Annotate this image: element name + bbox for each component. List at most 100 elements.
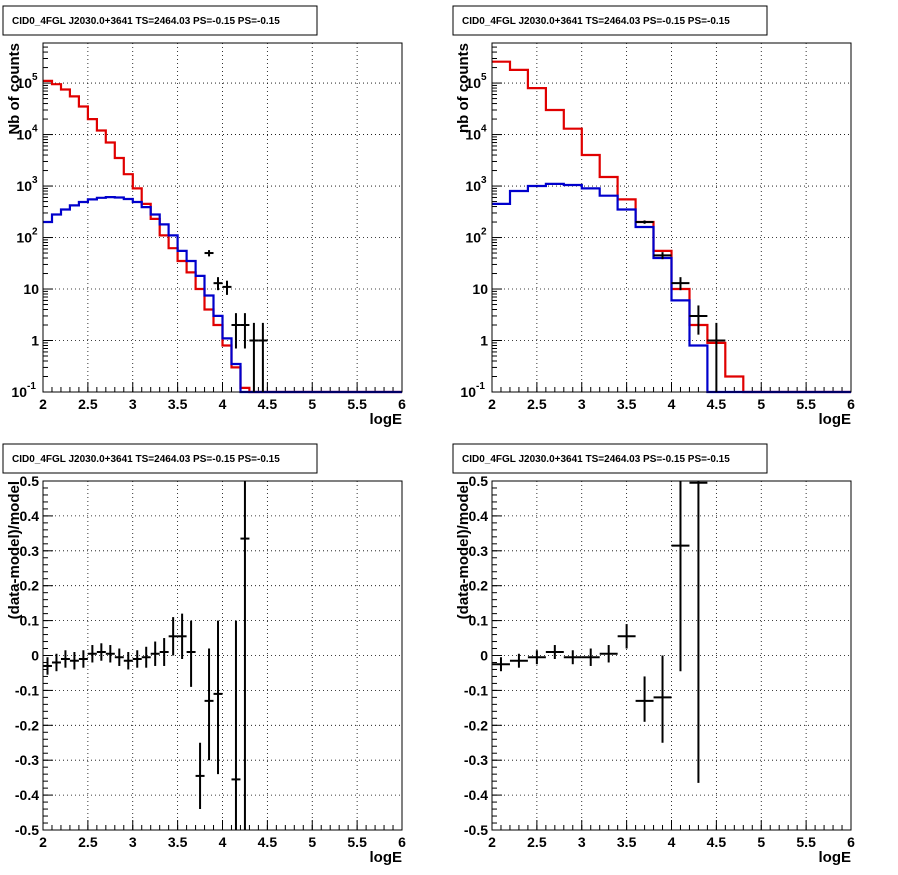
y-axis-label: nb of counts [455, 43, 472, 133]
x-axis-label: logE [819, 411, 852, 428]
x-tick-label: 2 [488, 396, 496, 412]
y-tick-label: 10 [23, 281, 39, 297]
y-tick-label: 0.1 [20, 613, 40, 629]
data-point [114, 648, 124, 666]
y-tick-exponent: 5 [481, 72, 487, 83]
plot-area [492, 481, 851, 830]
y-tick-label: 10 [465, 230, 481, 246]
data-point [195, 742, 205, 810]
data-point [527, 650, 546, 665]
data-point [132, 650, 142, 668]
data-point [213, 277, 223, 291]
data-point [545, 645, 564, 659]
data-point [123, 652, 133, 670]
y-tick-label: 10 [11, 384, 27, 400]
x-tick-label: 5 [308, 834, 316, 850]
x-tick-label: 4.5 [707, 396, 727, 412]
data-point [617, 624, 636, 649]
data-point [231, 620, 241, 830]
x-tick-label: 3 [129, 834, 137, 850]
y-tick-label: 0.5 [469, 473, 489, 489]
y-tick-label: 10 [465, 75, 481, 91]
y-tick-label: 1 [480, 333, 488, 349]
x-axis-label: logE [819, 849, 852, 866]
x-tick-label: 3.5 [617, 834, 637, 850]
data-point [240, 313, 250, 349]
x-tick-label: 4.5 [707, 834, 727, 850]
y-tick-label: 0.3 [20, 543, 40, 559]
data-point [258, 322, 268, 392]
x-tick-label: 3 [578, 834, 586, 850]
data-point [150, 641, 160, 666]
y-tick-label: 10 [465, 178, 481, 194]
pad-residuals-left: CID0_4FGL J2030.0+3641 TS=2464.03 PS=-0.… [2, 443, 406, 866]
data-point [599, 645, 618, 663]
title-box [452, 443, 768, 474]
plot-frame [42, 42, 403, 393]
y-tick-label: 0.4 [469, 508, 489, 524]
y-tick-label: 10 [465, 127, 481, 143]
data-point [186, 620, 196, 687]
x-tick-label: 3.5 [168, 396, 188, 412]
data-point [159, 638, 169, 666]
x-tick-label: 2.5 [78, 396, 98, 412]
data-point [222, 280, 232, 295]
y-tick-label: -0.2 [464, 717, 488, 733]
x-tick-label: 5 [308, 396, 316, 412]
data-point [249, 322, 259, 392]
x-tick-label: 4.5 [258, 396, 278, 412]
x-tick-label: 3 [129, 396, 137, 412]
y-tick-label: 0.1 [469, 613, 489, 629]
data-point [671, 481, 690, 672]
y-axis-label: (data-model)/model [455, 481, 472, 619]
pad-counts-left: CID0_4FGL J2030.0+3641 TS=2464.03 PS=-0.… [2, 5, 406, 428]
y-tick-label: -0.1 [15, 682, 39, 698]
data-point [141, 646, 151, 668]
y-tick-label: -0.4 [15, 787, 39, 803]
y-tick-label: 10 [16, 75, 32, 91]
x-tick-label: 6 [398, 834, 406, 850]
x-tick-label: 5.5 [796, 834, 816, 850]
data-point [671, 277, 690, 291]
pad-residuals-right: CID0_4FGL J2030.0+3641 TS=2464.03 PS=-0.… [452, 443, 855, 866]
data-point [213, 620, 223, 775]
x-tick-label: 3.5 [168, 834, 188, 850]
data-point [492, 657, 510, 672]
data-point [509, 653, 528, 668]
y-tick-label: 1 [31, 333, 39, 349]
x-tick-label: 2.5 [527, 834, 547, 850]
y-tick-exponent: 2 [32, 227, 38, 238]
data-point [69, 652, 79, 670]
y-tick-label: 0.3 [469, 543, 489, 559]
title-box [2, 5, 318, 36]
data-point [707, 322, 726, 392]
y-tick-exponent: 3 [481, 175, 487, 186]
x-tick-label: 5.5 [347, 396, 367, 412]
y-tick-label: 0.4 [20, 508, 40, 524]
x-tick-label: 2 [488, 834, 496, 850]
data-point [653, 655, 672, 743]
pad-counts-right: CID0_4FGL J2030.0+3641 TS=2464.03 PS=-0.… [452, 5, 855, 428]
y-tick-label: 10 [16, 178, 32, 194]
y-axis-label: Nb of counts [6, 43, 23, 135]
data-point [635, 676, 654, 722]
data-point [43, 657, 52, 675]
data-point [653, 252, 672, 260]
x-tick-label: 2.5 [78, 834, 98, 850]
y-tick-label: 10 [460, 384, 476, 400]
data-point [96, 643, 106, 661]
x-tick-label: 5.5 [347, 834, 367, 850]
y-tick-label: -0.5 [15, 822, 39, 838]
y-tick-exponent: -1 [476, 381, 485, 392]
data-point [168, 617, 178, 656]
y-tick-exponent: 5 [32, 72, 38, 83]
x-tick-label: 5 [757, 396, 765, 412]
title-box [452, 5, 768, 36]
x-axis-label: logE [370, 411, 403, 428]
x-tick-label: 6 [847, 396, 855, 412]
data-point [635, 220, 654, 224]
x-tick-label: 4 [219, 834, 227, 850]
x-tick-label: 4 [668, 834, 676, 850]
plot-frame [42, 480, 403, 831]
